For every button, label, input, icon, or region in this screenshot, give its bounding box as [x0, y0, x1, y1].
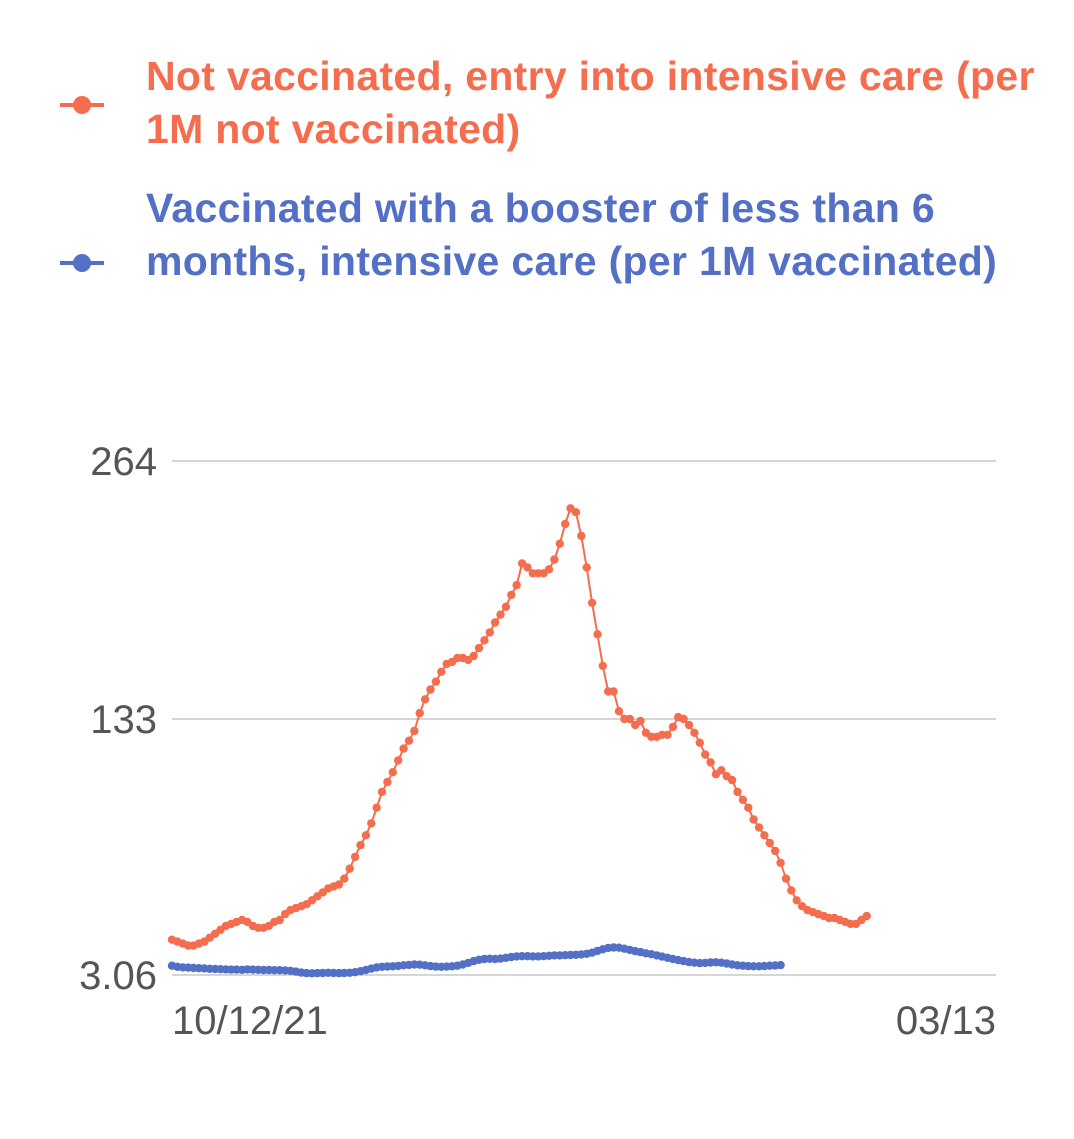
data-point-unvaccinated	[550, 555, 559, 564]
data-point-unvaccinated	[663, 730, 672, 739]
data-point-unvaccinated	[474, 643, 484, 653]
data-point-unvaccinated	[679, 714, 688, 724]
data-point-unvaccinated	[587, 598, 597, 607]
data-point-unvaccinated	[668, 722, 678, 732]
data-point-unvaccinated	[345, 864, 354, 873]
data-point-unvaccinated	[771, 846, 780, 856]
series-layer	[167, 504, 871, 978]
data-point-unvaccinated	[372, 803, 381, 812]
data-point-unvaccinated	[388, 768, 397, 777]
data-point-unvaccinated	[636, 716, 645, 726]
x-tick-label-start: 10/12/21	[172, 999, 328, 1043]
data-point-unvaccinated	[614, 707, 624, 716]
data-point-unvaccinated	[738, 795, 748, 804]
data-point-unvaccinated	[754, 823, 764, 832]
legend-marker-vaccinated	[60, 254, 104, 272]
data-point-unvaccinated	[361, 831, 371, 840]
data-point-unvaccinated	[420, 695, 430, 704]
data-point-unvaccinated	[781, 874, 791, 883]
data-point-unvaccinated	[744, 803, 753, 812]
data-point-unvaccinated	[356, 840, 365, 850]
data-point-unvaccinated	[792, 896, 801, 905]
data-point-unvaccinated	[469, 651, 478, 661]
data-point-unvaccinated	[555, 539, 564, 548]
data-point-unvaccinated	[862, 911, 871, 921]
data-point-unvaccinated	[684, 720, 694, 730]
data-point-unvaccinated	[394, 756, 403, 765]
data-point-vaccinated	[776, 960, 785, 970]
data-point-unvaccinated	[749, 815, 758, 824]
data-point-unvaccinated	[415, 708, 424, 718]
data-point-unvaccinated	[437, 667, 446, 676]
data-point-unvaccinated	[485, 628, 494, 637]
data-point-unvaccinated	[490, 618, 500, 627]
data-point-unvaccinated	[404, 736, 414, 745]
data-point-unvaccinated	[383, 777, 392, 787]
data-point-unvaccinated	[507, 590, 516, 600]
data-point-unvaccinated	[625, 714, 634, 724]
data-point-unvaccinated	[593, 630, 602, 639]
y-tick-label-0: 264	[90, 440, 157, 484]
legend-label-unvaccinated: Not vaccinated, entry into intensive car…	[146, 53, 1035, 152]
data-point-unvaccinated	[582, 563, 591, 572]
series-line-unvaccinated	[171, 507, 868, 947]
data-point-unvaccinated	[701, 750, 710, 759]
data-point-unvaccinated	[496, 610, 505, 619]
data-point-unvaccinated	[733, 787, 742, 797]
data-point-unvaccinated	[598, 661, 607, 671]
data-point-unvaccinated	[561, 519, 570, 529]
data-point-unvaccinated	[399, 744, 408, 753]
data-point-unvaccinated	[431, 677, 441, 686]
data-point-unvaccinated	[787, 886, 796, 895]
y-tick-label-1: 133	[90, 698, 157, 742]
series-vaccinated	[167, 943, 785, 978]
data-point-unvaccinated	[426, 685, 435, 694]
data-point-unvaccinated	[571, 508, 581, 517]
y-tick-label-2: 3.06	[79, 954, 157, 998]
data-point-unvaccinated	[501, 602, 511, 611]
data-point-unvaccinated	[410, 726, 419, 736]
data-point-unvaccinated	[690, 728, 699, 737]
data-point-unvaccinated	[577, 531, 586, 541]
data-point-unvaccinated	[727, 775, 737, 785]
x-tick-label-end: 03/13	[896, 999, 996, 1043]
data-point-unvaccinated	[776, 858, 785, 867]
data-point-unvaccinated	[275, 915, 284, 925]
data-point-unvaccinated	[706, 758, 715, 767]
data-point-unvaccinated	[609, 687, 618, 696]
data-point-unvaccinated	[350, 852, 360, 862]
legend-label-vaccinated: Vaccinated with a booster of less than 6…	[146, 185, 998, 284]
data-point-unvaccinated	[512, 580, 521, 590]
series-unvaccinated	[167, 504, 871, 950]
data-point-unvaccinated	[695, 738, 704, 747]
legend-marker-unvaccinated	[60, 96, 104, 114]
axis-ticks: 264 133 3.06 10/12/21 03/13	[79, 440, 996, 1043]
data-point-unvaccinated	[340, 874, 349, 883]
data-point-unvaccinated	[717, 766, 726, 775]
data-point-unvaccinated	[523, 563, 532, 572]
data-point-unvaccinated	[544, 565, 554, 574]
data-point-unvaccinated	[765, 838, 774, 848]
data-point-unvaccinated	[334, 880, 344, 889]
data-point-unvaccinated	[760, 831, 769, 840]
data-point-unvaccinated	[377, 787, 387, 797]
data-point-unvaccinated	[480, 636, 489, 645]
data-point-unvaccinated	[367, 819, 376, 828]
